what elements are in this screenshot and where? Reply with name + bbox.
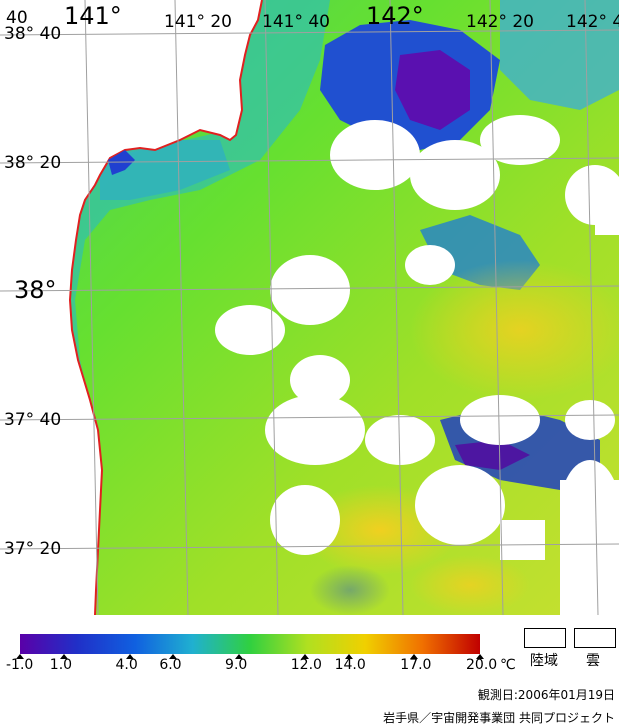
scale-tick-label: 1.0 [49, 657, 73, 673]
scale-tick-label: 6.0 [159, 657, 182, 673]
lon-label-40: 40 [6, 8, 28, 28]
scale-tick-mark [476, 654, 484, 659]
lat-label-37-40: 37° 40 [4, 410, 62, 430]
coastline [68, 0, 263, 615]
credit-line: 岩手県／宇宙開発事業団 共同プロジェクト [383, 711, 615, 725]
lat-label-38-20: 38° 20 [4, 153, 62, 173]
lon-label-142: 142° [366, 2, 424, 30]
cloud-legend-swatch [574, 628, 616, 648]
lon-label-141-40: 141° 40 [262, 12, 330, 32]
scale-tick-label: 9.0 [225, 657, 248, 673]
southeast-cold-core [455, 440, 530, 470]
scale-tick-label: 17.0 [400, 657, 432, 673]
scale-tick-mark [300, 654, 309, 659]
temperature-color-scale [20, 634, 480, 654]
lat-label-38: 38° [14, 276, 57, 304]
northern-coldest-water [395, 50, 470, 130]
graticule [0, 0, 619, 615]
warm-water-southeast [410, 555, 530, 615]
scale-tick-mark [125, 654, 134, 659]
scale-tick-mark [16, 654, 24, 659]
lon-label-142-40: 142° 4 [566, 12, 619, 32]
sea-surface-temperature-map [0, 0, 619, 615]
cloud-masks [215, 115, 619, 615]
scale-tick-label: 20.0 [466, 657, 498, 673]
scale-tick-label: 4.0 [115, 657, 138, 673]
bay-cool-water [100, 140, 230, 200]
scale-tick-label: 14.0 [334, 657, 366, 673]
scale-tick-mark [410, 654, 419, 659]
observation-date: 観測日:2006年01月19日 [477, 688, 615, 702]
lon-label-141-20: 141° 20 [164, 12, 232, 32]
lat-label-37-20: 37° 20 [4, 539, 62, 559]
lon-label-142-20: 142° 20 [466, 12, 534, 32]
offshore-blue-band [500, 0, 619, 110]
scale-tick-label: -1.0 [6, 657, 34, 673]
scale-unit: ℃ [500, 657, 516, 673]
lat-label-38-40: 38° 40 [4, 24, 62, 44]
scale-tick-mark [169, 654, 178, 659]
cool-water-southcentral [310, 565, 390, 615]
cloud-legend-label: 雲 [586, 653, 600, 669]
scale-tick-mark [59, 654, 68, 659]
scale-tick-label: 12.0 [290, 657, 322, 673]
land-legend-swatch [524, 628, 566, 648]
scale-tick-mark [235, 654, 244, 659]
lon-label-141: 141° [64, 2, 122, 30]
land-legend-label: 陸域 [530, 653, 558, 669]
land-area [0, 0, 262, 615]
nearshore-cool-water [70, 0, 330, 420]
scale-tick-mark [344, 654, 353, 659]
warm-water-east [410, 260, 619, 400]
